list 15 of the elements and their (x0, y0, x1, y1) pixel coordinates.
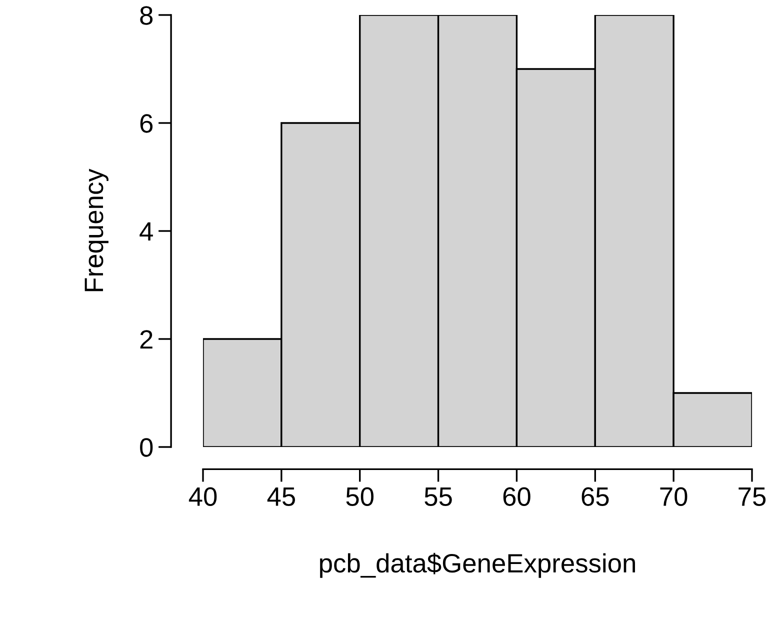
x-tick-label: 75 (738, 488, 766, 506)
y-tick-label: 8 (140, 6, 153, 25)
x-tick-label: 45 (267, 488, 295, 506)
y-axis-title: Frequency (84, 168, 108, 292)
y-tick-label: 0 (140, 438, 153, 457)
x-tick-label: 50 (346, 487, 374, 506)
x-axis-title: pcb_data$GeneExpression (320, 552, 635, 578)
x-tick-label: 70 (660, 487, 688, 506)
x-tick-label: 40 (188, 487, 217, 506)
y-tick-label: 6 (140, 114, 153, 133)
y-tick-label: 4 (140, 222, 153, 241)
x-tick-label: 60 (503, 487, 530, 506)
x-tick-label: 55 (424, 488, 452, 506)
y-tick-label: 2 (140, 330, 152, 349)
x-tick-label: 65 (582, 487, 609, 506)
